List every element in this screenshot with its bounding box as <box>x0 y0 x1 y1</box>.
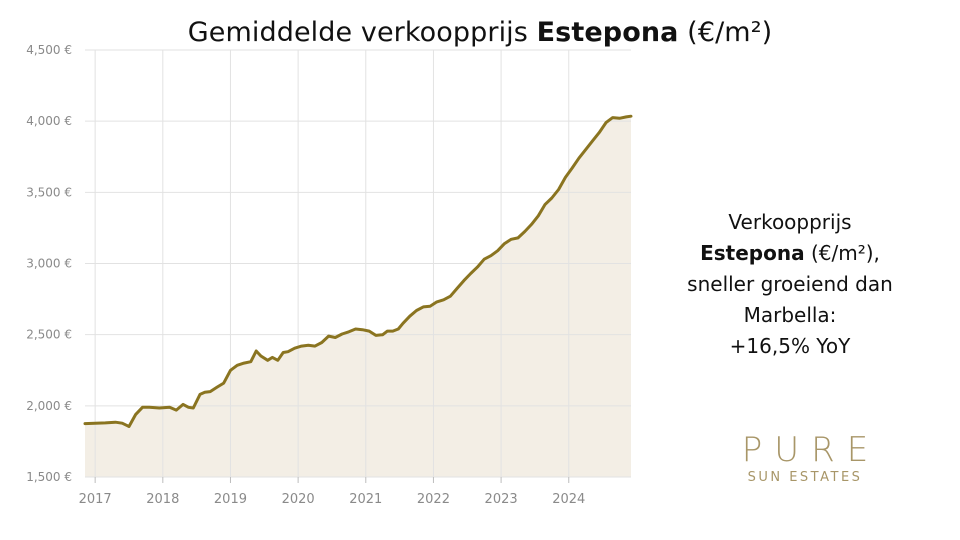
x-tick-label: 2019 <box>214 492 247 507</box>
x-tick-label: 2023 <box>485 492 518 507</box>
chart-title-bold: Estepona <box>536 17 679 48</box>
brand-logo: PURE SUN ESTATES <box>720 430 890 486</box>
side-note: Verkoopprijs Estepona (€/m²), sneller gr… <box>665 207 915 362</box>
y-tick-label: 3,500 € <box>26 185 72 199</box>
side-note-line1: Verkoopprijs <box>728 210 852 234</box>
y-tick-label: 3,000 € <box>26 257 72 271</box>
side-note-line2: Estepona (€/m²), <box>665 238 915 269</box>
side-note-line2-rest: (€/m²), <box>804 241 880 265</box>
y-tick-label: 2,500 € <box>26 328 72 342</box>
area-fill <box>85 116 631 477</box>
logo-sub-text: SUN ESTATES <box>747 470 863 485</box>
price-series-line <box>83 114 633 428</box>
logo-main-text: PURE <box>741 430 881 470</box>
x-tick-label: 2024 <box>552 492 585 507</box>
x-tick-label: 2017 <box>79 492 112 507</box>
side-note-line5: +16,5% YoY <box>729 334 851 358</box>
side-note-bold: Estepona <box>700 241 805 265</box>
x-tick-label: 2018 <box>146 492 179 507</box>
chart-title: Gemiddelde verkoopprijs Estepona (€/m²) <box>0 17 960 48</box>
y-tick-label: 4,000 € <box>26 114 72 128</box>
chart-title-prefix: Gemiddelde verkoopprijs <box>187 17 537 48</box>
side-note-line3: sneller groeiend dan <box>687 272 893 296</box>
y-tick-label: 2,000 € <box>26 399 72 413</box>
chart-title-suffix: (€/m²) <box>678 17 773 48</box>
x-tick-label: 2022 <box>417 492 450 507</box>
x-tick-label: 2021 <box>349 492 382 507</box>
y-tick-label: 4,500 € <box>26 43 72 57</box>
side-note-line4: Marbella: <box>743 303 837 327</box>
x-tick-label: 2020 <box>282 492 315 507</box>
y-tick-label: 1,500 € <box>26 470 72 484</box>
